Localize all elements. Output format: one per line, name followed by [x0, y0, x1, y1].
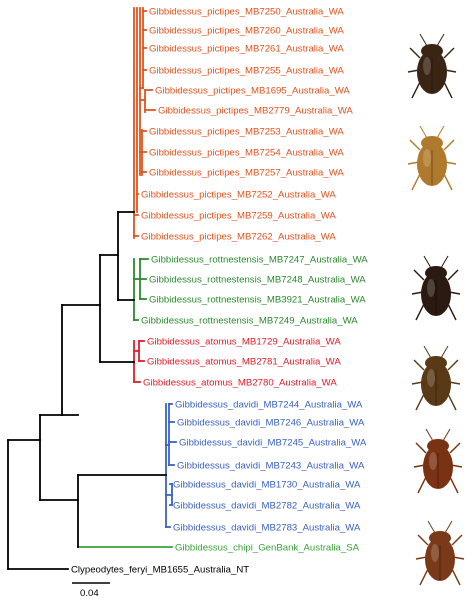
beetle-leg [419, 568, 429, 586]
beetle-highlight [423, 149, 431, 167]
tip-label: Gibbidessus_davidi_MB7244_Australia_WA [175, 400, 363, 411]
beetle-antenna [436, 33, 445, 47]
beetle-leg [411, 81, 421, 99]
pictipes-beetle-photo-1 [407, 33, 457, 99]
beetle-leg [449, 476, 459, 494]
davidi-beetle-photo [413, 428, 463, 494]
beetle-leg [451, 568, 461, 586]
beetle-leg [411, 173, 421, 191]
tip-label: Gibbidessus_pictipes_MB7257_Australia_WA [149, 168, 344, 179]
beetle-antenna [419, 33, 428, 47]
tip-label: Gibbidessus_pictipes_MB7254_Australia_WA [149, 148, 344, 159]
tip-label: Clypeodytes_feryi_MB1655_Australia_NT [71, 565, 249, 576]
tip-label: Gibbidessus_atomus_MB2781_Australia_WA [147, 357, 341, 368]
beetle-antenna [419, 125, 428, 139]
tip-label: Gibbidessus_davidi_MB1730_Australia_WA [173, 480, 361, 491]
tip-label: Gibbidessus_atomus_MB2780_Australia_WA [143, 378, 337, 389]
pictipes-beetle-photo-2 [407, 125, 457, 191]
beetle-antenna [427, 520, 436, 534]
beetle-leg [451, 534, 463, 546]
tip-label: Gibbidessus_pictipes_MB7253_Australia_WA [149, 127, 344, 138]
beetle-highlight [427, 279, 435, 297]
beetle-leg [447, 359, 459, 371]
beetle-leg [443, 173, 453, 191]
beetle-leg [413, 269, 425, 281]
beetle-leg [417, 476, 427, 494]
beetle-antenna [440, 345, 449, 359]
tip-label: Gibbidessus_chipi_GenBank_Australia_SA [175, 543, 360, 554]
beetle-highlight [431, 544, 439, 562]
beetle-leg [415, 303, 425, 321]
tip-label: Gibbidessus_pictipes_MB1695_Australia_WA [155, 86, 350, 97]
tip-label: Gibbidessus_pictipes_MB2779_Australia_WA [158, 106, 353, 117]
beetle-body [423, 445, 453, 489]
beetle-body [417, 50, 447, 94]
beetle-antenna [444, 520, 453, 534]
scale-bar-label: 0.04 [80, 588, 99, 599]
beetle-highlight [429, 452, 437, 470]
tree-branches [7, 7, 177, 570]
beetle-leg [413, 359, 425, 371]
tip-label: Gibbidessus_rottnestensis_MB7248_Austral… [149, 275, 366, 286]
beetle-leg [415, 393, 425, 411]
beetle-head [425, 356, 447, 370]
tip-labels: Gibbidessus_pictipes_MB7250_Australia_WA… [71, 7, 368, 576]
atomus-beetle-photo [411, 345, 461, 411]
beetle-body [421, 272, 451, 316]
tip-label: Gibbidessus_davidi_MB7246_Australia_WA [177, 418, 365, 429]
beetle-leg [443, 139, 455, 151]
rottnestensis-beetle-photo [411, 255, 461, 321]
beetle-body [417, 142, 447, 186]
beetle-leg [415, 442, 427, 454]
beetle-body [421, 362, 451, 406]
beetle-photos [407, 33, 465, 586]
tip-label: Gibbidessus_pictipes_MB7259_Australia_WA [141, 211, 336, 222]
tip-label: Gibbidessus_pictipes_MB7255_Australia_WA [149, 66, 344, 77]
tip-label: Gibbidessus_pictipes_MB7250_Australia_WA [149, 7, 344, 18]
beetle-head [425, 266, 447, 280]
beetle-head [421, 44, 443, 58]
tip-label: Gibbidessus_davidi_MB2783_Australia_WA [173, 523, 361, 534]
tip-label: Gibbidessus_davidi_MB2782_Australia_WA [173, 501, 361, 512]
beetle-antenna [442, 428, 451, 442]
beetle-antenna [423, 345, 432, 359]
tip-label: Gibbidessus_pictipes_MB7252_Australia_WA [141, 190, 336, 201]
beetle-head [421, 136, 443, 150]
beetle-antenna [436, 125, 445, 139]
tip-label: Gibbidessus_davidi_MB7245_Australia_WA [179, 438, 367, 449]
tip-label: Gibbidessus_davidi_MB7243_Australia_WA [177, 461, 365, 472]
beetle-highlight [423, 57, 431, 75]
beetle-leg [447, 269, 459, 281]
beetle-head [429, 531, 451, 545]
beetle-leg [449, 442, 461, 454]
chipi-beetle-photo [415, 520, 465, 586]
beetle-leg [447, 303, 457, 321]
tip-label: Gibbidessus_rottnestensis_MB7247_Austral… [151, 255, 368, 266]
beetle-highlight [427, 369, 435, 387]
beetle-leg [417, 534, 429, 546]
scale-bar: 0.04 [72, 582, 110, 599]
beetle-leg [409, 139, 421, 151]
tip-label: Gibbidessus_pictipes_MB7262_Australia_WA [141, 232, 336, 243]
beetle-antenna [423, 255, 432, 269]
beetle-leg [409, 47, 421, 59]
beetle-leg [443, 47, 455, 59]
beetle-body [425, 537, 455, 581]
tip-label: Gibbidessus_pictipes_MB7260_Australia_WA [149, 26, 344, 37]
tip-label: Gibbidessus_rottnestensis_MB7249_Austral… [141, 316, 358, 327]
tip-label: Gibbidessus_rottnestensis_MB3921_Austral… [149, 295, 366, 306]
tip-label: Gibbidessus_atomus_MB1729_Australia_WA [147, 337, 341, 348]
beetle-antenna [440, 255, 449, 269]
beetle-leg [447, 393, 457, 411]
tip-label: Gibbidessus_pictipes_MB7261_Australia_WA [149, 44, 344, 55]
beetle-head [427, 439, 449, 453]
beetle-antenna [425, 428, 434, 442]
beetle-leg [443, 81, 453, 99]
